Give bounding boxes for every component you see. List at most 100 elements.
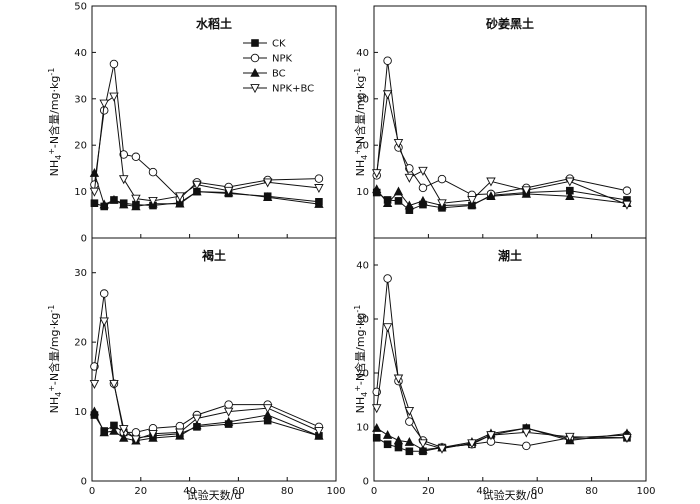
- data-point: [175, 428, 185, 438]
- series-line: [93, 293, 320, 433]
- data-point: [148, 429, 158, 439]
- series-CK: [372, 424, 631, 456]
- data-point: [99, 317, 109, 327]
- data-point: [382, 323, 393, 333]
- data-point: [175, 198, 185, 208]
- data-point: [394, 197, 403, 205]
- x-tick-label: 20: [422, 486, 435, 497]
- series-NPK+BC: [371, 323, 632, 454]
- data-point: [131, 194, 141, 204]
- series-line: [376, 94, 628, 206]
- y-axis-title-part: -1: [47, 68, 56, 76]
- series-BC: [89, 167, 324, 211]
- y-tick-label: 20: [356, 369, 369, 380]
- data-point: [175, 192, 185, 202]
- x-tick-label: 80: [281, 486, 294, 497]
- data-point: [372, 433, 381, 442]
- data-point: [192, 186, 202, 196]
- series-line: [93, 321, 320, 440]
- y-axis-title-part: 4: [54, 155, 63, 160]
- series-line: [376, 326, 628, 450]
- data-point: [622, 186, 632, 195]
- data-point: [405, 447, 414, 456]
- data-point: [131, 428, 141, 437]
- chart-panel-3: 0 10 20 30 0 20 40 60 80 100 褐土: [74, 237, 346, 497]
- data-point: [314, 174, 324, 183]
- y-axis-title-part: NH: [354, 397, 367, 414]
- series-line: [93, 95, 319, 202]
- data-point: [99, 99, 109, 109]
- x-tick-label: 60: [531, 486, 544, 497]
- y-axis-title-part: -1: [353, 305, 362, 313]
- data-point: [383, 274, 392, 283]
- data-point: [486, 191, 496, 201]
- data-point: [223, 407, 234, 417]
- data-point: [565, 191, 575, 201]
- data-point: [148, 167, 158, 177]
- x-tick-label: 0: [89, 486, 95, 497]
- data-point: [263, 409, 273, 419]
- x-tick-label: 40: [476, 486, 489, 497]
- data-point: [89, 187, 100, 197]
- data-point: [418, 439, 428, 449]
- data-point: [119, 199, 129, 209]
- y-axis-title-part: -N含量/mg·kg: [47, 76, 61, 148]
- y-tick-label: 30: [74, 94, 87, 105]
- chart-panel-4: 0 10 20 30 40 0 20 40 60 80 100 潮土: [356, 237, 656, 497]
- data-point: [565, 432, 575, 442]
- data-point: [393, 435, 404, 445]
- legend-label: BC: [272, 69, 286, 80]
- x-axis-title: 试验天数/d: [187, 488, 242, 502]
- legend: CK NPK BC NPK+BC: [243, 39, 314, 95]
- legend-marker: [251, 39, 259, 47]
- data-point: [99, 199, 109, 209]
- data-point: [394, 443, 403, 452]
- panel-title: 褐土: [201, 248, 226, 263]
- data-point: [418, 195, 428, 205]
- x-tick-label: 100: [636, 486, 655, 497]
- data-point: [224, 400, 233, 409]
- y-axis-title-part: 4: [54, 392, 63, 397]
- data-point: [622, 200, 632, 210]
- legend-label: CK: [272, 39, 286, 50]
- data-point: [383, 56, 392, 66]
- data-point: [148, 197, 158, 207]
- y-axis-title: NH4+-N含量/mg·kg-1: [353, 305, 369, 414]
- panel-frame: [91, 237, 337, 482]
- legend-marker: [250, 67, 260, 77]
- data-point: [314, 199, 324, 208]
- y-tick-label: 20: [356, 141, 369, 152]
- data-point: [109, 92, 119, 102]
- panel-title: 砂姜黑土: [485, 16, 534, 31]
- data-point: [109, 194, 119, 204]
- data-point: [565, 177, 575, 187]
- series-line: [93, 172, 319, 207]
- y-axis-title-part: -1: [47, 305, 56, 313]
- legend-marker: [250, 84, 260, 94]
- data-point: [131, 435, 141, 445]
- data-point: [131, 201, 141, 211]
- data-point: [393, 139, 404, 149]
- data-point: [263, 192, 273, 201]
- y-axis-title-part: +: [353, 148, 362, 155]
- y-tick-label: 40: [356, 48, 369, 59]
- y-tick-label: 0: [81, 477, 87, 488]
- data-point: [192, 414, 202, 424]
- legend-label: NPK: [272, 54, 293, 65]
- y-axis-title: NH4+-N含量/mg·kg-1: [47, 68, 63, 177]
- data-point: [437, 199, 447, 209]
- data-point: [119, 432, 129, 442]
- y-axis-title: NH4+-N含量/mg·kg-1: [353, 68, 369, 177]
- data-point: [467, 439, 477, 449]
- data-point: [522, 441, 531, 451]
- data-point: [372, 423, 382, 432]
- data-point: [404, 406, 415, 416]
- data-point: [99, 427, 109, 437]
- y-tick-label: 10: [74, 407, 87, 418]
- data-point: [89, 379, 100, 389]
- data-point: [382, 430, 393, 439]
- y-tick-label: 40: [356, 261, 369, 272]
- series-line: [93, 414, 320, 439]
- series-NPK+BC: [89, 92, 324, 207]
- y-tick-label: 30: [74, 268, 87, 279]
